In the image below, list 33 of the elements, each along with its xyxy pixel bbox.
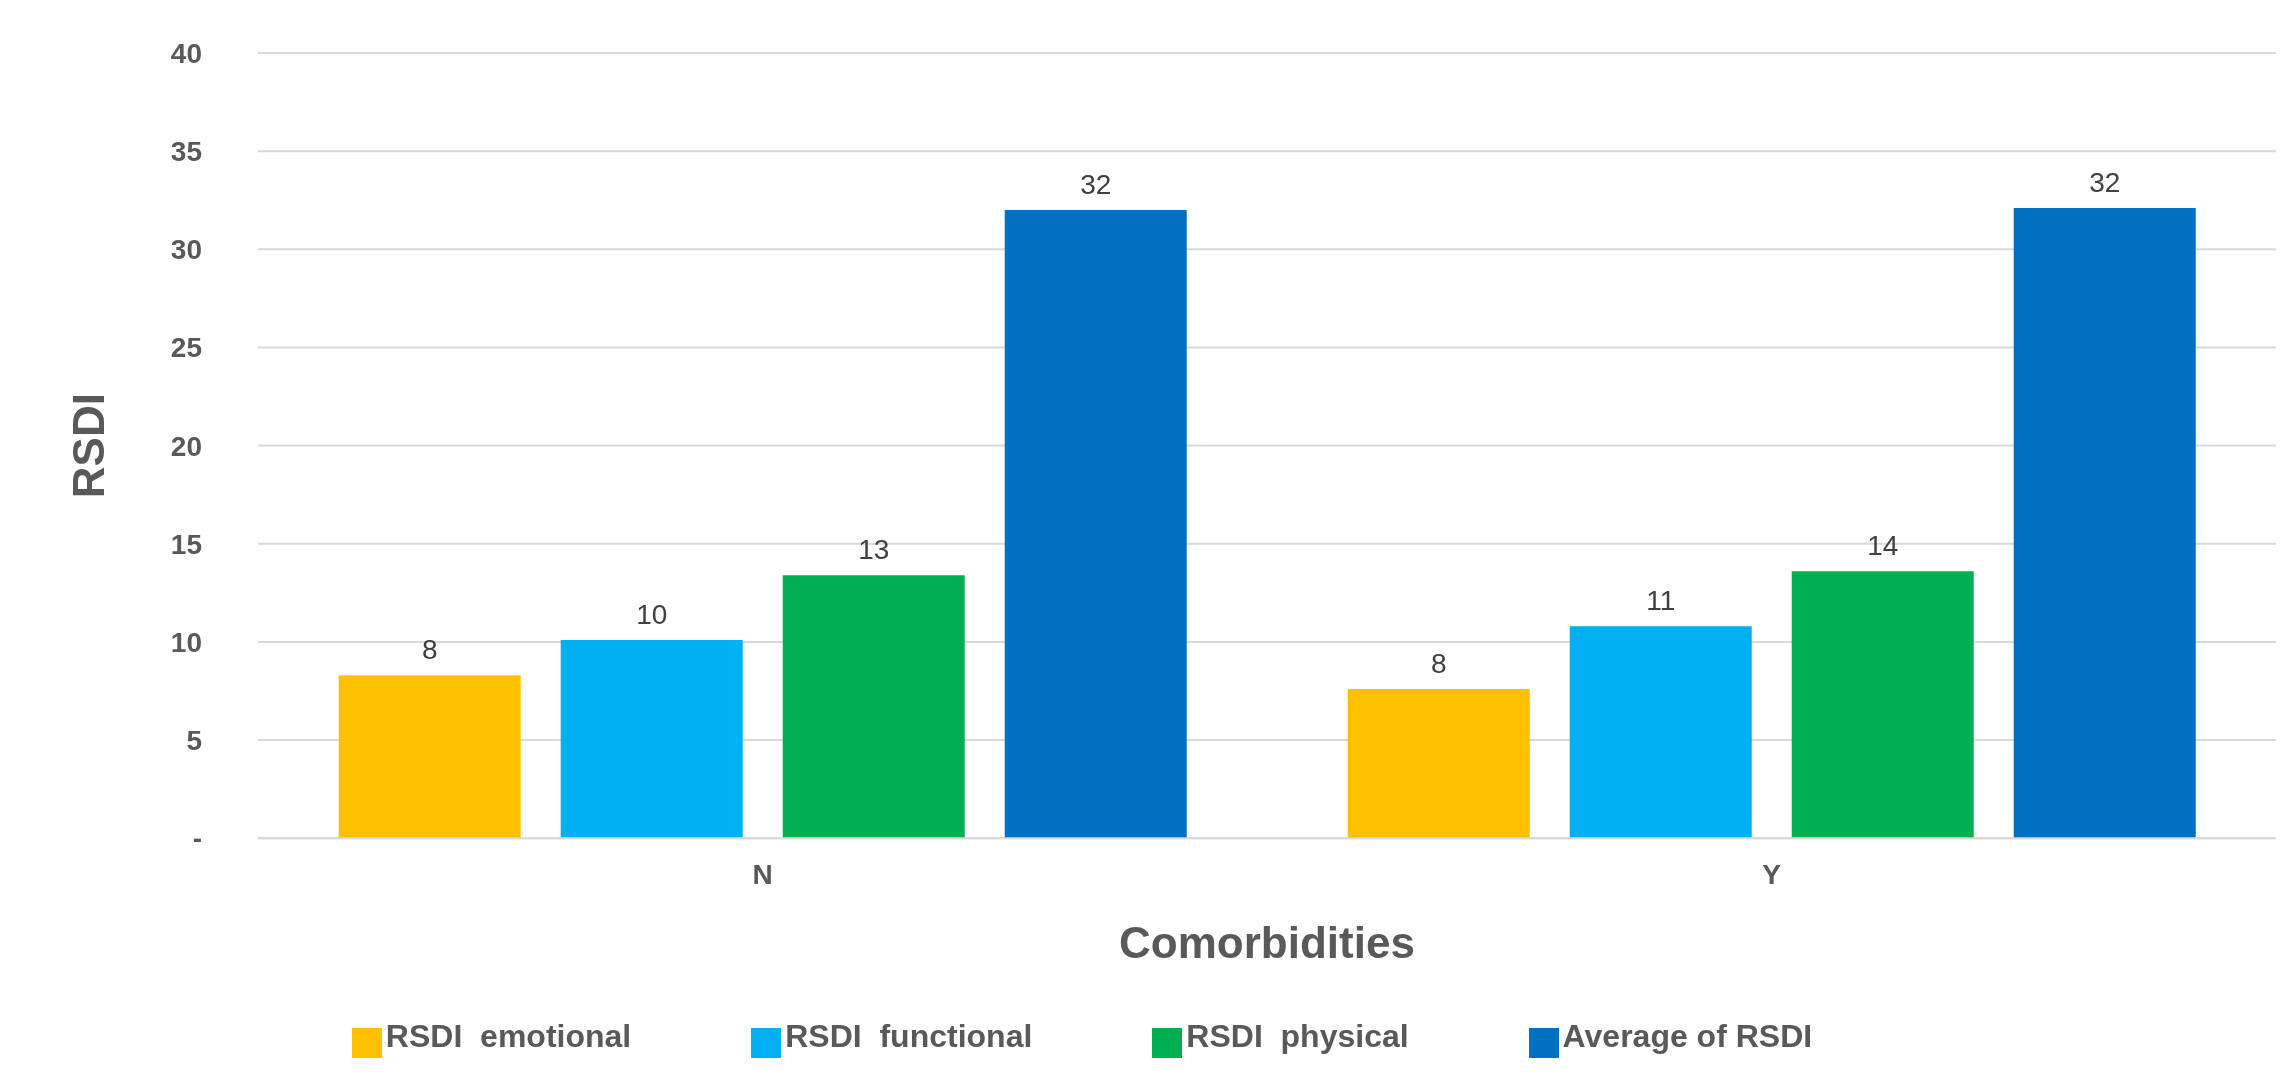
legend-label: RSDI functional: [785, 1018, 1033, 1055]
legend-label: Average of RSDI: [1562, 1018, 1813, 1055]
data-label: 13: [858, 534, 890, 566]
legend-label: RSDI emotional: [385, 1018, 632, 1055]
x-tick-label: N: [752, 859, 773, 891]
bar: [1004, 210, 1187, 839]
data-label: 10: [636, 598, 668, 630]
data-label: 32: [2089, 167, 2121, 199]
y-tick-label: -: [192, 823, 202, 855]
y-tick-label: 5: [186, 725, 202, 757]
data-label: 32: [1080, 169, 1112, 201]
y-axis-title: RSDI: [63, 393, 113, 499]
y-tick-label: 20: [170, 430, 202, 462]
bar: [1791, 571, 1974, 839]
y-tick-label: 25: [170, 332, 202, 364]
y-tick-label: 40: [170, 37, 202, 69]
data-label: 8: [421, 634, 438, 666]
bar: [560, 639, 743, 839]
x-tick-label: Y: [1762, 859, 1782, 891]
x-axis-title: Comorbidities: [1119, 918, 1415, 968]
y-tick-label: 35: [170, 136, 202, 168]
bar: [782, 575, 965, 839]
bar: [338, 675, 521, 839]
data-label: 14: [1867, 530, 1899, 562]
y-tick-label: 10: [170, 626, 202, 658]
data-label: 8: [1430, 648, 1447, 680]
legend-label: RSDI physical: [1186, 1018, 1409, 1055]
bar: [1569, 626, 1752, 839]
y-tick-label: 30: [170, 234, 202, 266]
bar: [2013, 208, 2196, 839]
y-tick-label: 15: [170, 528, 202, 560]
data-label: 11: [1646, 585, 1676, 617]
bar: [1347, 689, 1530, 839]
